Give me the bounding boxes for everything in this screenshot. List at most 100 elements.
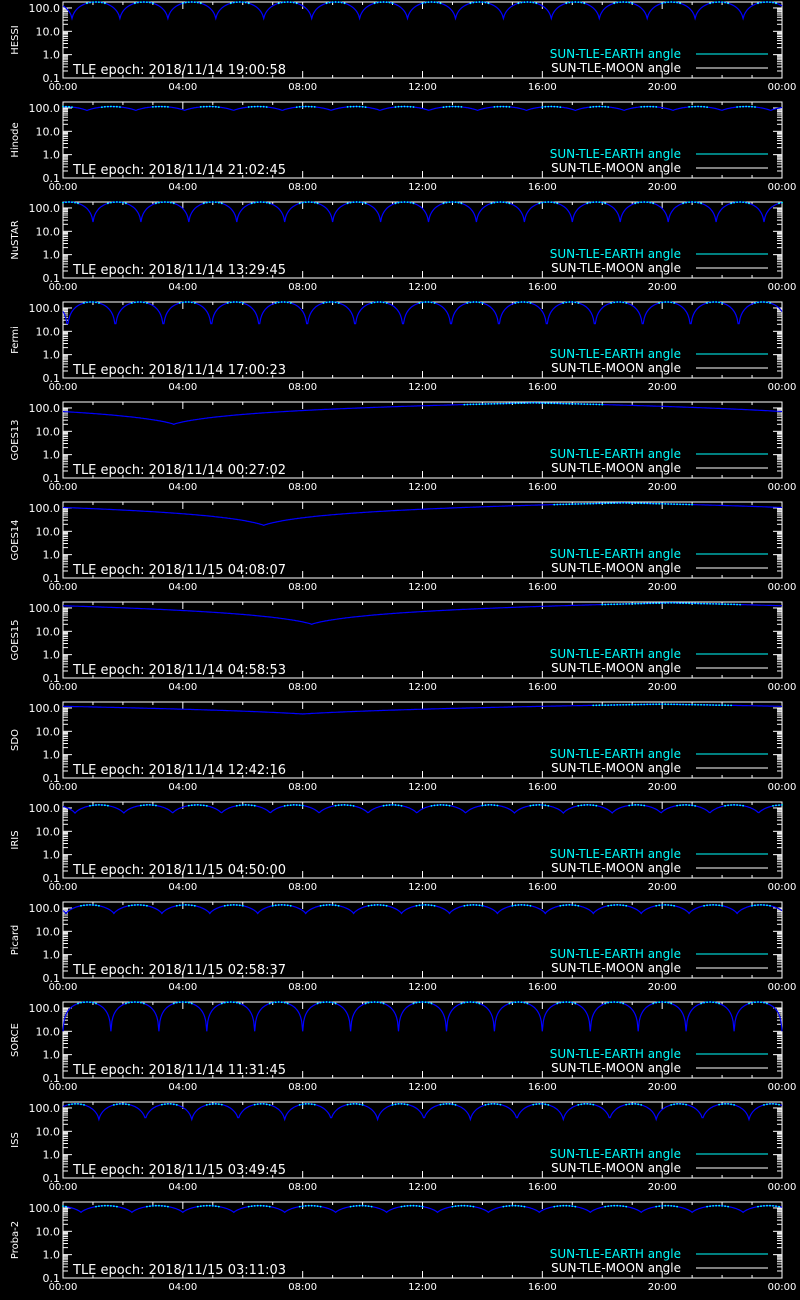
series-point-earth-angle [646,105,649,108]
series-point-earth-angle [454,1104,457,1106]
series-point-earth-angle [226,904,229,907]
series-point-earth-angle [89,1,91,4]
series-point-earth-angle [616,1,619,4]
series-point-earth-angle [661,301,664,304]
series-point-earth-angle [667,301,670,303]
x-tick-label: 16:00 [528,782,557,793]
series-point-earth-angle [131,1001,133,1004]
series-point-earth-angle [628,804,631,807]
x-tick-label: 20:00 [648,282,677,293]
series-point-earth-angle [424,1001,427,1004]
series-point-earth-angle [673,503,675,505]
series-point-earth-angle [751,1001,753,1004]
series-point-earth-angle [466,1205,469,1207]
series-point-earth-angle [520,1,523,4]
series-point-earth-angle [616,603,619,606]
series-point-earth-angle [529,402,532,404]
series-point-earth-angle [634,804,637,806]
series-point-earth-angle [331,1001,334,1004]
series-point-earth-angle [547,105,550,108]
series-point-earth-angle [448,804,451,807]
series-point-earth-angle [670,1205,673,1207]
series-point-earth-angle [709,704,711,706]
series-point-earth-angle [580,503,583,505]
series-point-earth-angle [316,202,319,205]
series-point-earth-angle [700,703,702,706]
series-point-earth-angle [143,804,145,806]
series-point-earth-angle [616,704,619,706]
series-point-earth-angle [421,301,424,304]
series-point-earth-angle [307,1103,310,1105]
series-point-earth-angle [703,904,705,907]
series-point-earth-angle [92,301,94,303]
series-point-earth-angle [511,1001,514,1004]
series-point-earth-angle [113,201,115,204]
series-point-earth-angle [187,804,190,807]
series-point-earth-angle [349,1205,352,1208]
series-point-earth-angle [697,105,699,108]
series-point-earth-angle [616,1204,619,1207]
series-point-earth-angle [125,1103,127,1105]
series-point-earth-angle [520,1001,523,1004]
series-point-earth-angle [268,1205,271,1208]
series-point-earth-angle [754,302,756,304]
series-point-earth-angle [68,201,70,203]
series-point-earth-angle [208,105,211,108]
series-point-earth-angle [667,1,670,3]
series-point-earth-angle [208,1204,211,1207]
series-point-earth-angle [721,302,723,304]
series-point-earth-angle [619,1205,622,1207]
series-point-earth-angle [568,503,571,506]
legend-moon-label: SUN-TLE-MOON angle [551,61,681,75]
series-point-earth-angle [235,1,238,3]
series-point-earth-angle [625,302,628,304]
series-point-earth-angle [742,105,744,108]
x-tick-label: 08:00 [288,382,317,393]
series-point-earth-angle [517,1205,520,1207]
series-point-earth-angle [637,1103,640,1106]
series-point-earth-angle [499,105,502,108]
series-point-earth-angle [319,904,322,907]
y-tick-label: 1.0 [43,649,61,662]
series-point-earth-angle [589,403,592,406]
series-point-earth-angle [346,1103,349,1106]
series-point-earth-angle [502,1205,505,1208]
series-point-earth-angle [751,105,753,108]
legend-moon-label: SUN-TLE-MOON angle [551,361,681,375]
series-point-earth-angle [640,201,643,204]
series-point-earth-angle [499,402,502,405]
x-tick-label: 04:00 [168,182,197,193]
series-point-earth-angle [220,1002,223,1005]
series-point-earth-angle [721,1205,723,1207]
series-point-earth-angle [433,904,436,907]
x-tick-label: 16:00 [528,882,557,893]
series-point-earth-angle [484,403,487,405]
series-point-earth-angle [394,1103,397,1106]
series-point-earth-angle [397,201,400,204]
series-point-earth-angle [622,703,625,706]
x-tick-label: 04:00 [168,582,197,593]
legend-earth-label: SUN-TLE-EARTH angle [550,1247,681,1261]
legend-earth-label: SUN-TLE-EARTH angle [550,347,681,361]
series-point-earth-angle [571,402,574,405]
series-point-earth-angle [98,1205,100,1207]
y-tick-label: 1.0 [43,149,61,162]
series-point-earth-angle [146,804,148,806]
series-point-earth-angle [211,201,214,203]
series-point-earth-angle [523,1001,526,1004]
series-point-earth-angle [316,1205,319,1207]
series-point-earth-angle [122,1103,124,1105]
series-point-earth-angle [583,804,586,806]
series-point-earth-angle [634,602,637,605]
series-point-earth-angle [637,804,640,806]
series-point-earth-angle [640,703,643,706]
x-tick-label: 04:00 [168,882,197,893]
series-point-earth-angle [167,1205,169,1208]
series-point-earth-angle [571,503,574,505]
series-point-earth-angle [652,502,655,505]
series-point-earth-angle [679,703,681,706]
series-point-earth-angle [137,904,139,906]
series-point-earth-angle [715,904,717,906]
y-tick-label: 0.1 [43,872,61,885]
series-point-earth-angle [775,1103,777,1105]
